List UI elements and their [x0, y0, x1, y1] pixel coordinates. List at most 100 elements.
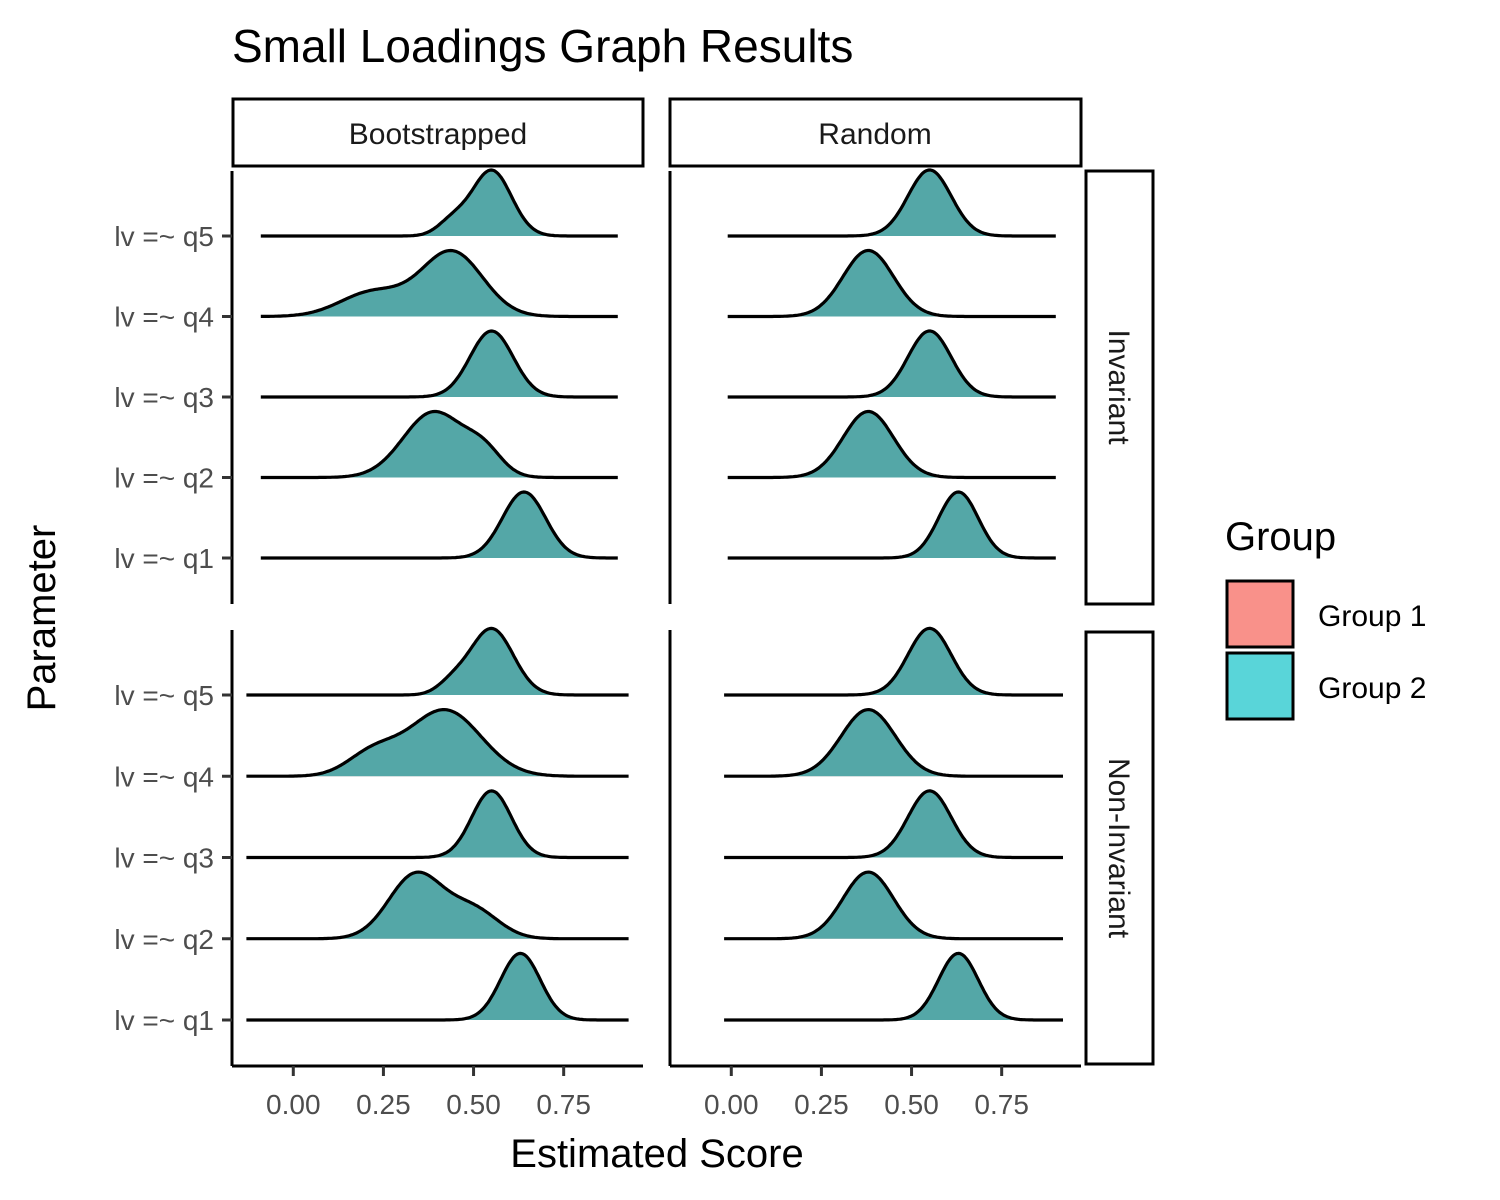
y-tick-label: lv =~ q1 [114, 543, 214, 574]
density-outline [246, 626, 629, 697]
density-group-2 [260, 331, 618, 397]
density-outline [246, 870, 629, 941]
legend-title: Group [1225, 515, 1336, 559]
density-group-1 [727, 492, 1056, 558]
density-group-1 [260, 331, 618, 397]
ridge-lv-q2 [246, 870, 629, 941]
y-tick-label: lv =~ q2 [114, 463, 214, 494]
density-group-2 [727, 492, 1056, 558]
panel-bootstrapped-non-invariant: lv =~ q1 lv =~ q2 lv =~ q3 lv =~ q4 lv =~ q5… [114, 626, 643, 1120]
panel-bootstrapped-invariant: lv =~ q1 lv =~ q2 lv =~ q3 lv =~ q4 lv =~ q5 [114, 168, 618, 604]
y-tick-label: lv =~ q2 [114, 924, 214, 955]
x-tick-label: 0.50 [446, 1089, 501, 1120]
ridge-lv-q3 [724, 789, 1063, 860]
density-outline [260, 168, 618, 238]
ridge-lv-q1 [727, 490, 1056, 560]
strip-random: Random [668, 97, 1083, 168]
ridge-lv-q1 [246, 951, 629, 1022]
x-tick-label: 0.25 [356, 1089, 411, 1120]
strip-label-bootstrapped: Bootstrapped [349, 118, 527, 151]
density-group-2 [260, 492, 618, 558]
density-outline [724, 708, 1063, 778]
x-tick-label: 0.75 [974, 1089, 1029, 1120]
density-outline [246, 789, 629, 860]
density-outline [727, 168, 1056, 238]
density-outline [246, 708, 629, 778]
ridge-lv-q5 [246, 626, 629, 697]
ridge-lv-q2 [724, 870, 1063, 941]
y-tick-label: lv =~ q5 [114, 221, 214, 252]
ridge-lv-q2 [260, 409, 618, 480]
strip-non-invariant: Non-Invariant [1084, 630, 1155, 1066]
panels: lv =~ q1 lv =~ q2 lv =~ q3 lv =~ q4 lv =~ q5… [114, 168, 1081, 1120]
ridge-lv-q5 [724, 626, 1063, 697]
ridge-lv-q2 [727, 409, 1056, 480]
density-group-2 [724, 953, 1063, 1020]
ridge-lv-q1 [724, 951, 1063, 1022]
panel-random-non-invariant: 0.00 0.25 0.50 0.75 [668, 626, 1081, 1120]
density-group-2 [727, 411, 1056, 478]
legend-item-group-1: Group 1 [1225, 579, 1426, 649]
ridge-lv-q4 [724, 708, 1063, 778]
legend: Group Group 1 Group 2 [1225, 515, 1426, 721]
x-tick-label: 0.25 [794, 1089, 849, 1120]
density-outline [260, 409, 618, 480]
density-outline [724, 870, 1063, 941]
x-tick-label: 0.50 [884, 1089, 939, 1120]
density-outline [727, 490, 1056, 560]
density-outline [727, 409, 1056, 480]
ridge-lv-q3 [727, 329, 1056, 399]
density-outline [724, 626, 1063, 697]
y-axis-title: Parameter [20, 525, 64, 712]
density-group-2 [724, 790, 1063, 858]
density-outline [727, 248, 1056, 319]
x-tick-label: 0.75 [536, 1089, 591, 1120]
density-group-2 [246, 709, 629, 777]
density-outline [724, 789, 1063, 860]
y-tick-label: lv =~ q4 [114, 761, 214, 792]
y-tick-label: lv =~ q4 [114, 302, 214, 333]
ridge-lv-q4 [260, 248, 618, 319]
density-outline [260, 490, 618, 560]
density-outline [260, 329, 618, 399]
y-tick-label: lv =~ q5 [114, 680, 214, 711]
y-tick-label: lv =~ q3 [114, 843, 214, 874]
density-group-1 [246, 790, 629, 858]
density-outline [246, 951, 629, 1022]
strip-invariant: Invariant [1084, 169, 1155, 606]
legend-label-group-1: Group 1 [1318, 600, 1426, 633]
density-group-2 [724, 872, 1063, 939]
density-group-2 [727, 170, 1056, 236]
ridge-lv-q3 [246, 789, 629, 860]
density-group-1 [246, 953, 629, 1020]
density-group-2 [724, 709, 1063, 777]
y-tick-label: lv =~ q3 [114, 382, 214, 413]
strip-label-invariant: Invariant [1102, 329, 1135, 445]
density-outline [260, 248, 618, 319]
density-group-2 [260, 411, 618, 478]
legend-item-group-2: Group 2 [1225, 651, 1426, 721]
ridge-lv-q4 [246, 708, 629, 778]
density-group-2 [246, 953, 629, 1020]
ridge-lv-q5 [260, 168, 618, 238]
x-tick-label: 0.00 [704, 1089, 759, 1120]
density-group-2 [727, 331, 1056, 397]
strip-bootstrapped: Bootstrapped [231, 97, 645, 168]
ridge-lv-q3 [260, 329, 618, 399]
density-outline [724, 951, 1063, 1022]
legend-label-group-2: Group 2 [1318, 672, 1426, 705]
density-group-2 [260, 250, 618, 317]
density-group-2 [246, 790, 629, 858]
strip-label-non-invariant: Non-Invariant [1102, 758, 1135, 939]
ridge-lv-q4 [727, 248, 1056, 319]
chart-title: Small Loadings Graph Results [232, 20, 853, 72]
y-tick-label: lv =~ q1 [114, 1005, 214, 1036]
x-axis-title: Estimated Score [510, 1132, 803, 1176]
density-outline [727, 329, 1056, 399]
ridge-lv-q5 [727, 168, 1056, 238]
x-tick-label: 0.00 [266, 1089, 321, 1120]
strip-label-random: Random [818, 118, 931, 151]
legend-swatch-group-2 [1225, 651, 1295, 721]
panel-random-invariant [668, 168, 1056, 604]
